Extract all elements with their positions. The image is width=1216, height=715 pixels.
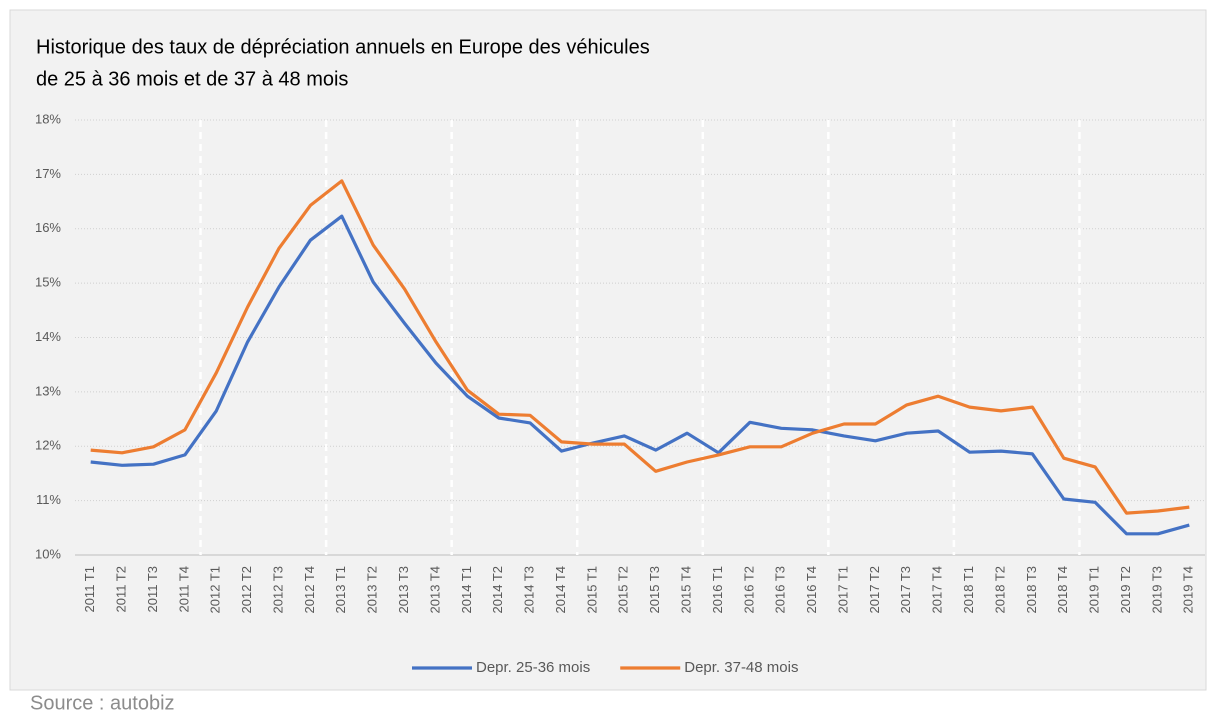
x-tick-label: 2018 T2 (992, 566, 1007, 613)
y-tick-label: 13% (35, 383, 61, 398)
x-tick-label: 2018 T1 (961, 566, 976, 613)
legend-label: Depr. 25-36 mois (476, 659, 590, 676)
x-tick-label: 2019 T2 (1118, 566, 1133, 613)
x-tick-label: 2013 T2 (365, 566, 380, 613)
x-tick-label: 2012 T4 (302, 566, 317, 613)
series-line (90, 214, 1190, 536)
x-tick-label: 2013 T1 (333, 566, 348, 613)
x-tick-label: 2019 T1 (1087, 566, 1102, 613)
y-tick-label: 18% (35, 111, 61, 126)
x-tick-label: 2011 T3 (145, 566, 160, 613)
chart-title: Historique des taux de dépréciation annu… (36, 36, 650, 58)
chart-background (9, 9, 1207, 691)
y-tick-label: 11% (36, 492, 61, 507)
x-tick-label: 2015 T4 (679, 566, 694, 613)
series-line (90, 179, 1190, 515)
x-tick-label: 2015 T2 (616, 566, 631, 613)
x-tick-label: 2017 T1 (835, 566, 850, 613)
legend-label: Depr. 37-48 mois (684, 659, 798, 676)
x-tick-label: 2015 T3 (647, 566, 662, 613)
y-tick-label: 16% (35, 220, 61, 235)
x-tick-label: 2011 T2 (114, 566, 129, 613)
x-tick-label: 2013 T3 (396, 566, 411, 613)
x-tick-label: 2014 T1 (459, 566, 474, 613)
x-tick-label: 2017 T2 (867, 566, 882, 613)
chart-subtitle: de 25 à 36 mois et de 37 à 48 mois (36, 68, 348, 90)
x-tick-label: 2019 T3 (1149, 566, 1164, 613)
x-tick-label: 2018 T4 (1055, 566, 1070, 613)
x-tick-label: 2015 T1 (584, 566, 599, 613)
x-tick-label: 2016 T4 (804, 566, 819, 613)
x-tick-label: 2014 T2 (490, 566, 505, 613)
y-tick-label: 12% (35, 438, 61, 453)
x-tick-label: 2017 T4 (930, 566, 945, 613)
x-tick-label: 2014 T4 (553, 566, 568, 613)
x-tick-label: 2016 T1 (710, 566, 725, 613)
y-tick-label: 14% (35, 329, 61, 344)
x-tick-label: 2012 T1 (208, 566, 223, 613)
y-tick-label: 10% (35, 546, 61, 561)
x-tick-label: 2018 T3 (1024, 566, 1039, 613)
x-tick-label: 2012 T3 (270, 566, 285, 613)
x-tick-label: 2019 T4 (1181, 566, 1196, 613)
source: Source : autobiz (30, 692, 175, 714)
x-tick-label: 2017 T3 (898, 566, 913, 613)
x-tick-label: 2011 T4 (176, 566, 191, 613)
x-tick-label: 2012 T2 (239, 566, 254, 613)
x-tick-label: 2016 T2 (741, 566, 756, 613)
y-tick-label: 17% (35, 166, 61, 181)
x-tick-label: 2014 T3 (522, 566, 537, 613)
y-tick-label: 15% (35, 275, 61, 290)
x-tick-label: 2016 T3 (773, 566, 788, 613)
x-tick-label: 2011 T1 (82, 566, 97, 613)
x-tick-label: 2013 T4 (427, 566, 442, 613)
